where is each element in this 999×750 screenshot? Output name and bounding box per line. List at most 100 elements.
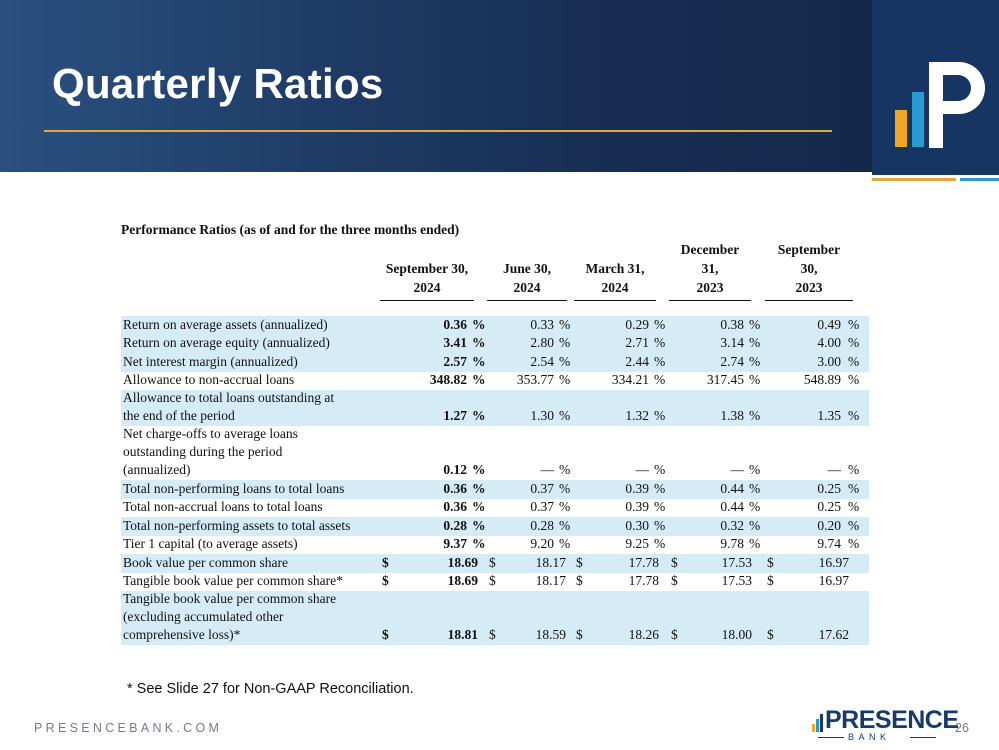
cell-value: 9.25	[625, 536, 649, 551]
column-underline	[574, 300, 656, 301]
row-label: Tangible book value per common share (exc…	[123, 590, 336, 644]
cell-value: 1.35	[817, 408, 841, 423]
cell-value: 17.62	[818, 627, 849, 642]
cell-value: 3.14	[720, 335, 744, 350]
percent-sign: %	[472, 335, 486, 350]
cell-value: 1.30	[530, 408, 554, 423]
page-title: Quarterly Ratios	[52, 60, 384, 107]
brand-logo: PRESENCE BANK	[812, 705, 959, 745]
row-label-line: Total non-performing assets to total ass…	[123, 517, 351, 533]
cell-value: 0.33	[530, 316, 554, 332]
dollar-sign: $	[382, 573, 389, 588]
brand-name: PRESENCE	[825, 706, 959, 734]
cell-value: 348.82	[429, 372, 467, 387]
cell-value: 0.12	[443, 462, 467, 477]
row-label-line: comprehensive loss)*	[123, 627, 241, 642]
dollar-sign: $	[767, 573, 774, 588]
cell-value: 18.59	[535, 627, 566, 642]
percent-sign: %	[848, 462, 860, 477]
cell-value: 4.00	[817, 335, 841, 350]
row-label-line: Tangible book value per common share*	[123, 573, 343, 588]
percent-sign: %	[654, 335, 666, 350]
table-row: Tangible book value per common share* $18…	[121, 573, 869, 592]
column-header-line: 2023	[795, 280, 823, 295]
percent-sign: %	[848, 536, 860, 551]
brand-rule-right	[910, 737, 936, 738]
column-header-line: September	[777, 242, 841, 257]
dollar-sign: $	[767, 554, 774, 570]
percent-sign: %	[848, 335, 860, 350]
row-label: Return on average assets (annualized)	[123, 316, 328, 334]
table-row: Return on average equity (annualized) 3.4…	[121, 334, 869, 353]
cell-value: 0.20	[817, 517, 841, 533]
cell-value: 2.80	[530, 335, 554, 350]
column-header-line: 30,	[800, 261, 818, 276]
cell-value: 0.25	[817, 499, 841, 514]
cell-value: 9.37	[443, 536, 467, 551]
column-header-line: 31,	[701, 261, 719, 276]
cell-value: 0.44	[720, 480, 744, 496]
percent-sign: %	[749, 536, 761, 551]
table-row: Total non-performing loans to total loan…	[121, 480, 869, 499]
row-label-line: Book value per common share	[123, 554, 288, 570]
cell-value: 2.74	[720, 353, 744, 369]
percent-sign: %	[749, 316, 761, 332]
cell-value: 317.45	[706, 372, 744, 387]
percent-sign: %	[654, 408, 666, 423]
cell-value: —	[730, 462, 745, 477]
percent-sign: %	[749, 480, 761, 496]
dollar-sign: $	[382, 627, 389, 642]
percent-sign: %	[559, 408, 571, 423]
percent-sign: %	[559, 536, 571, 551]
table-row: Book value per common share $18.69 $18.17 $…	[121, 554, 869, 573]
percent-sign: %	[848, 372, 860, 387]
column-header-line: 2024	[413, 280, 441, 295]
percent-sign: %	[472, 462, 486, 477]
dollar-sign: $	[767, 627, 774, 642]
row-label: Total non-accrual loans to total loans	[123, 498, 323, 516]
percent-sign: %	[749, 462, 761, 477]
percent-sign: %	[472, 517, 486, 533]
cell-value: 18.00	[721, 627, 752, 642]
column-header: December 31, 2023	[669, 240, 751, 301]
dollar-sign: $	[576, 627, 583, 642]
percent-sign: %	[848, 499, 860, 514]
percent-sign: %	[654, 536, 666, 551]
percent-sign: %	[749, 353, 761, 369]
cell-value: 2.57	[443, 353, 467, 369]
column-header-line: March 31,	[585, 261, 645, 276]
column-header: June 30, 2024	[487, 259, 567, 301]
column-header-line: September 30,	[385, 261, 469, 276]
cell-value: 2.44	[625, 353, 649, 369]
cell-value: 0.37	[530, 480, 554, 496]
cell-value: —	[827, 462, 842, 477]
website-link[interactable]: PRESENCEBANK.COM	[34, 721, 223, 735]
percent-sign: %	[848, 353, 860, 369]
cell-value: 0.39	[625, 480, 649, 496]
percent-sign: %	[749, 408, 761, 423]
cell-value: 9.20	[530, 536, 554, 551]
column-header-line: 2024	[601, 280, 629, 295]
cell-value: 18.69	[447, 573, 478, 588]
row-label-line: Return on average equity (annualized)	[123, 335, 330, 350]
percent-sign: %	[654, 372, 666, 387]
column-underline	[765, 300, 853, 301]
percent-sign: %	[559, 353, 571, 369]
table-row: Net interest margin (annualized) 2.57% 2.5…	[121, 353, 869, 372]
row-label-line: Tangible book value per common share	[123, 591, 337, 606]
column-header-line: 2023	[696, 280, 724, 295]
row-label-line: Tier 1 capital (to average assets)	[123, 536, 298, 551]
column-underline	[669, 300, 751, 301]
percent-sign: %	[654, 316, 666, 332]
dollar-sign: $	[671, 554, 678, 570]
row-label-line: Allowance to non-accrual loans	[123, 372, 295, 387]
cell-value: 18.17	[535, 554, 566, 570]
percent-sign: %	[749, 517, 761, 533]
cell-value: 18.69	[447, 554, 478, 570]
cell-value: 0.32	[720, 517, 744, 533]
row-label: Allowance to non-accrual loans	[123, 371, 294, 389]
brand-bars-icon	[812, 712, 826, 732]
row-label-line: (excluding accumulated other	[123, 609, 284, 624]
dollar-sign: $	[671, 627, 678, 642]
cell-value: 3.41	[443, 335, 467, 350]
